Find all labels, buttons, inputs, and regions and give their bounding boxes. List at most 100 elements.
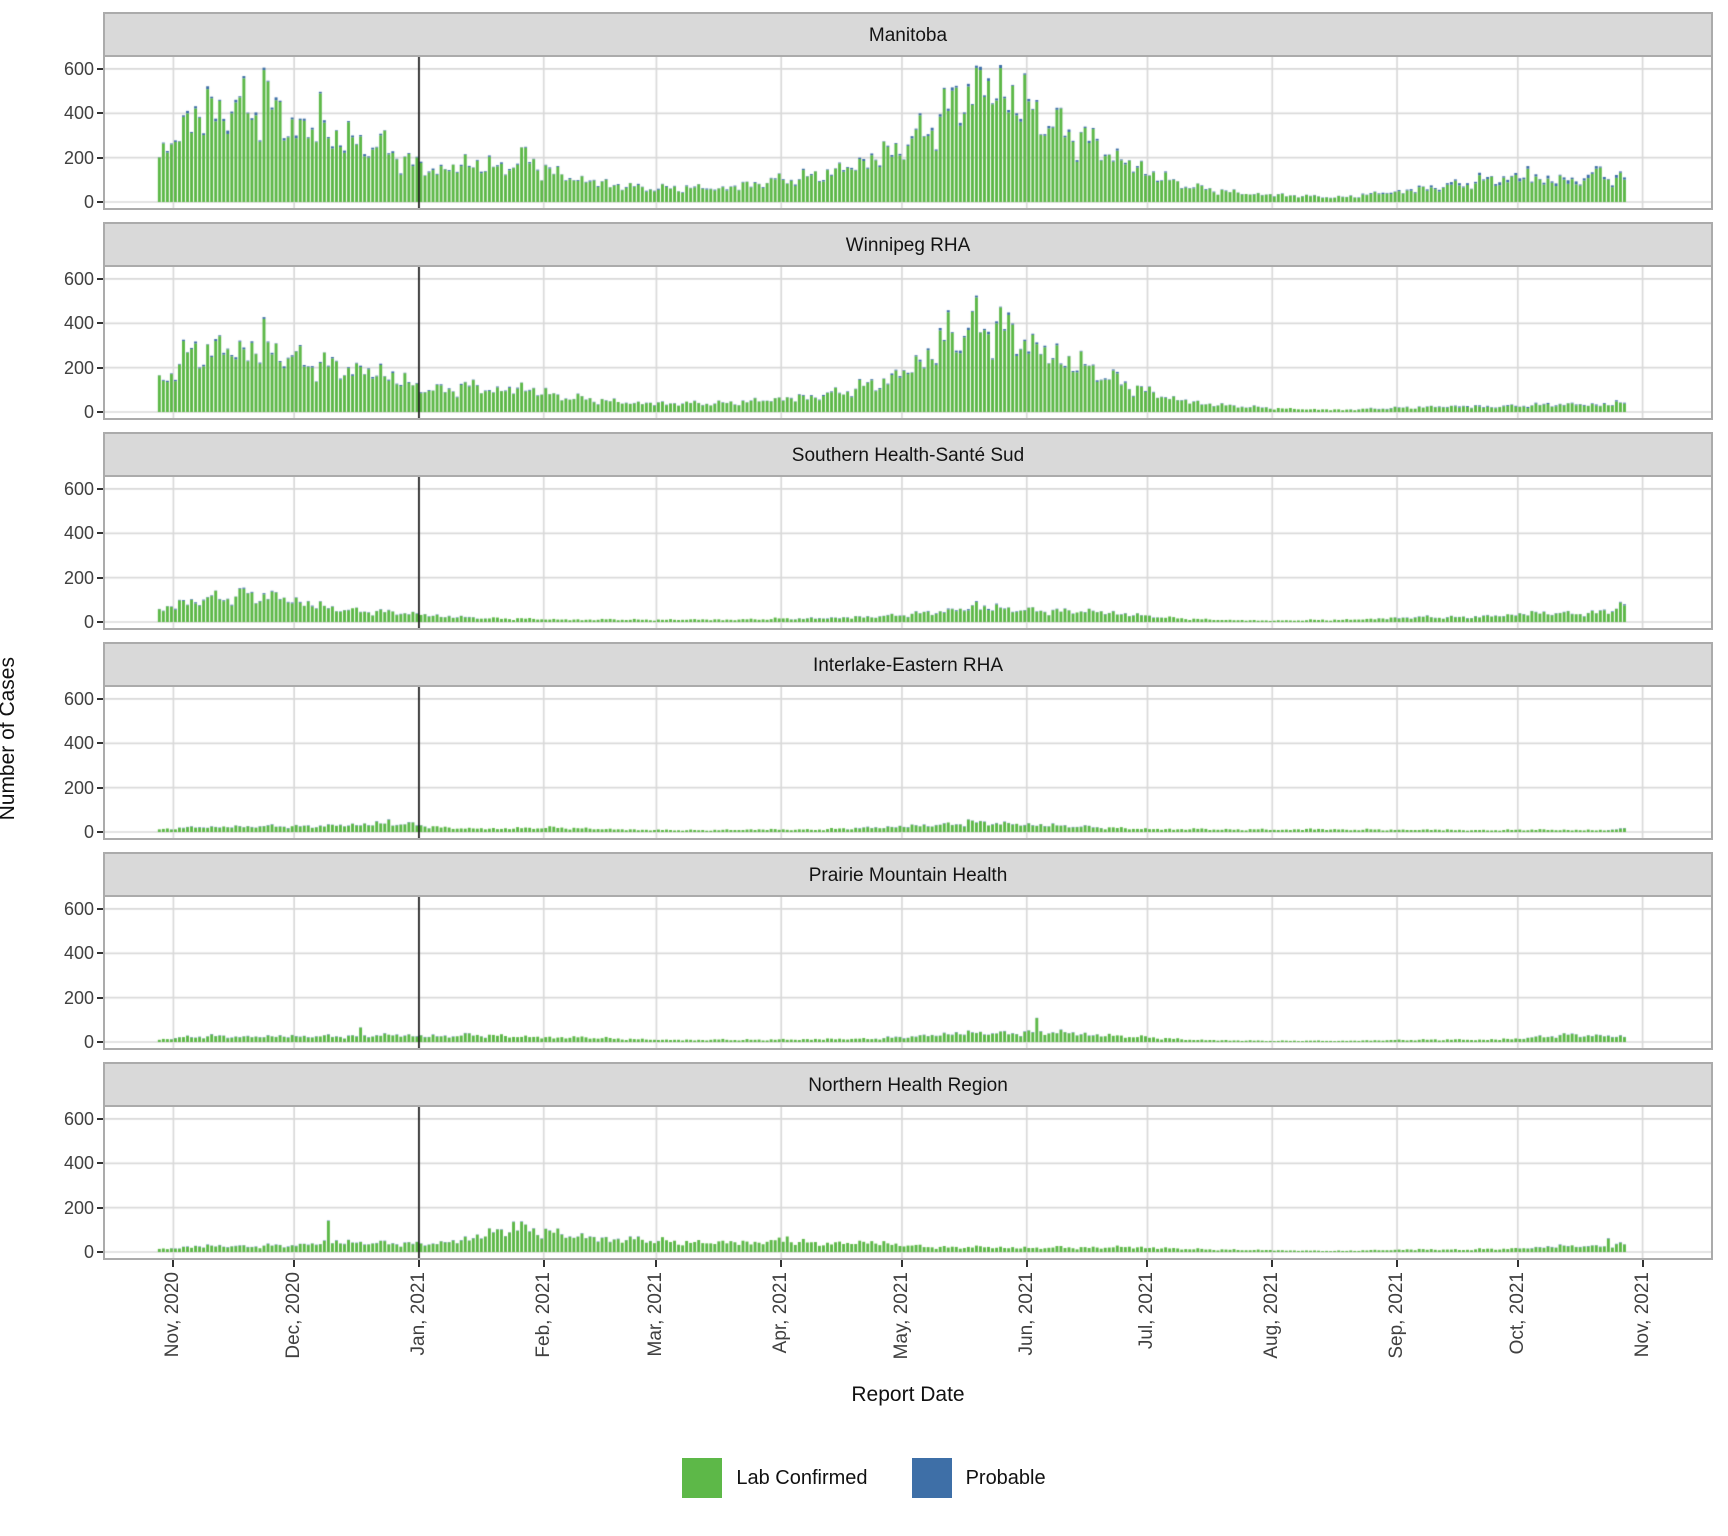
y-tick-label: 600 — [63, 478, 94, 499]
bars-canvas-prairie-mountain — [105, 897, 1711, 1048]
facet-panel-southern-health — [103, 475, 1713, 630]
x-tick-mark — [417, 1260, 420, 1267]
x-tick-label: Dec, 2020 — [283, 1272, 305, 1359]
y-tick-label: 200 — [63, 777, 94, 798]
y-tick-mark — [97, 907, 103, 910]
x-tick-mark — [542, 1260, 545, 1267]
y-tick-label: 400 — [63, 1153, 94, 1174]
facet-title: Manitoba — [868, 24, 948, 46]
x-tick-label: Mar, 2021 — [645, 1272, 667, 1357]
x-tick-mark — [1025, 1260, 1028, 1267]
facet-strip-manitoba: Manitoba — [103, 12, 1713, 57]
y-tick-label: 0 — [83, 402, 94, 422]
y-tick-mark — [97, 1162, 103, 1165]
y-tick-mark — [97, 831, 103, 833]
y-tick-label: 600 — [63, 268, 94, 289]
x-tick-label: Apr, 2021 — [770, 1272, 792, 1354]
y-tick-label: 400 — [63, 313, 94, 334]
x-tick-mark — [655, 1260, 658, 1267]
y-tick-mark — [97, 1117, 103, 1120]
x-tick-label: Nov, 2021 — [1631, 1272, 1653, 1358]
y-tick-label: 200 — [63, 357, 94, 378]
legend: Lab Confirmed Probable — [0, 1456, 1728, 1500]
facet-title: Interlake-Eastern RHA — [812, 654, 1004, 676]
y-tick-mark — [97, 742, 103, 745]
y-tick-label: 600 — [63, 58, 94, 79]
facet-title: Southern Health-Santé Sud — [791, 444, 1025, 466]
facet-strip-winnipeg-rha: Winnipeg RHA — [103, 222, 1713, 267]
y-tick-label: 200 — [63, 147, 94, 168]
y-tick-label: 0 — [83, 1032, 94, 1052]
x-tick-label: Sep, 2021 — [1386, 1272, 1408, 1359]
x-tick-mark — [780, 1260, 783, 1267]
x-tick-mark — [1516, 1260, 1519, 1267]
y-tick-mark — [97, 112, 103, 115]
y-tick-mark — [97, 1206, 103, 1209]
x-tick-mark — [293, 1260, 296, 1267]
y-tick-label: 0 — [83, 612, 94, 632]
x-tick-mark — [172, 1260, 175, 1267]
y-tick-mark — [97, 156, 103, 159]
y-tick-mark — [97, 532, 103, 535]
y-tick-label: 0 — [83, 822, 94, 842]
y-tick-mark — [97, 1251, 103, 1253]
y-tick-mark — [97, 277, 103, 280]
probable-swatch — [911, 1458, 952, 1498]
facet-panel-northern-health — [103, 1105, 1713, 1260]
x-tick-mark — [900, 1260, 903, 1267]
y-axis-title: Number of Cases — [0, 657, 19, 821]
y-tick-mark — [97, 621, 103, 623]
legend-item-lab-confirmed: Lab Confirmed — [682, 1458, 868, 1498]
y-tick-mark — [97, 1041, 103, 1043]
y-tick-label: 400 — [63, 943, 94, 964]
facet-panel-winnipeg-rha — [103, 265, 1713, 420]
y-tick-label: 0 — [83, 1242, 94, 1262]
facet-strip-interlake-eastern: Interlake-Eastern RHA — [103, 642, 1713, 687]
y-tick-label: 200 — [63, 1197, 94, 1218]
bars-canvas-manitoba — [105, 57, 1711, 208]
facet-panel-manitoba — [103, 55, 1713, 210]
facet-title: Prairie Mountain Health — [808, 864, 1008, 886]
x-tick-mark — [1641, 1260, 1644, 1267]
x-tick-label: May, 2021 — [890, 1272, 912, 1360]
lab-confirmed-swatch — [682, 1458, 723, 1498]
y-tick-label: 0 — [83, 192, 94, 212]
legend-item-probable: Probable — [911, 1458, 1046, 1498]
x-tick-label: Nov, 2020 — [162, 1272, 184, 1358]
x-tick-mark — [1396, 1260, 1399, 1267]
y-tick-mark — [97, 697, 103, 700]
x-tick-label: Jul, 2021 — [1136, 1272, 1158, 1350]
facet-panel-prairie-mountain — [103, 895, 1713, 1050]
x-tick-label: Aug, 2021 — [1261, 1272, 1283, 1359]
facet-panel-interlake-eastern — [103, 685, 1713, 840]
y-tick-label: 600 — [63, 1108, 94, 1129]
y-tick-label: 400 — [63, 523, 94, 544]
y-tick-label: 200 — [63, 987, 94, 1008]
legend-label: Lab Confirmed — [736, 1466, 868, 1489]
facet-strip-northern-health: Northern Health Region — [103, 1062, 1713, 1107]
bars-canvas-southern-health — [105, 477, 1711, 628]
x-tick-label: Jun, 2021 — [1015, 1272, 1037, 1356]
x-tick-label: Oct, 2021 — [1506, 1272, 1528, 1355]
x-tick-label: Feb, 2021 — [532, 1272, 554, 1358]
y-tick-mark — [97, 411, 103, 413]
y-tick-mark — [97, 786, 103, 789]
y-tick-mark — [97, 996, 103, 999]
y-tick-label: 400 — [63, 103, 94, 124]
y-tick-label: 600 — [63, 898, 94, 919]
bars-canvas-interlake-eastern — [105, 687, 1711, 838]
bars-canvas-winnipeg-rha — [105, 267, 1711, 418]
y-tick-mark — [97, 576, 103, 579]
y-tick-mark — [97, 322, 103, 325]
y-tick-mark — [97, 67, 103, 70]
x-tick-mark — [1271, 1260, 1274, 1267]
y-tick-mark — [97, 366, 103, 369]
facet-title: Winnipeg RHA — [845, 234, 971, 256]
x-tick-mark — [1146, 1260, 1149, 1267]
bars-canvas-northern-health — [105, 1107, 1711, 1258]
y-tick-label: 200 — [63, 567, 94, 588]
y-tick-mark — [97, 201, 103, 203]
y-tick-mark — [97, 487, 103, 490]
facet-strip-prairie-mountain: Prairie Mountain Health — [103, 852, 1713, 897]
